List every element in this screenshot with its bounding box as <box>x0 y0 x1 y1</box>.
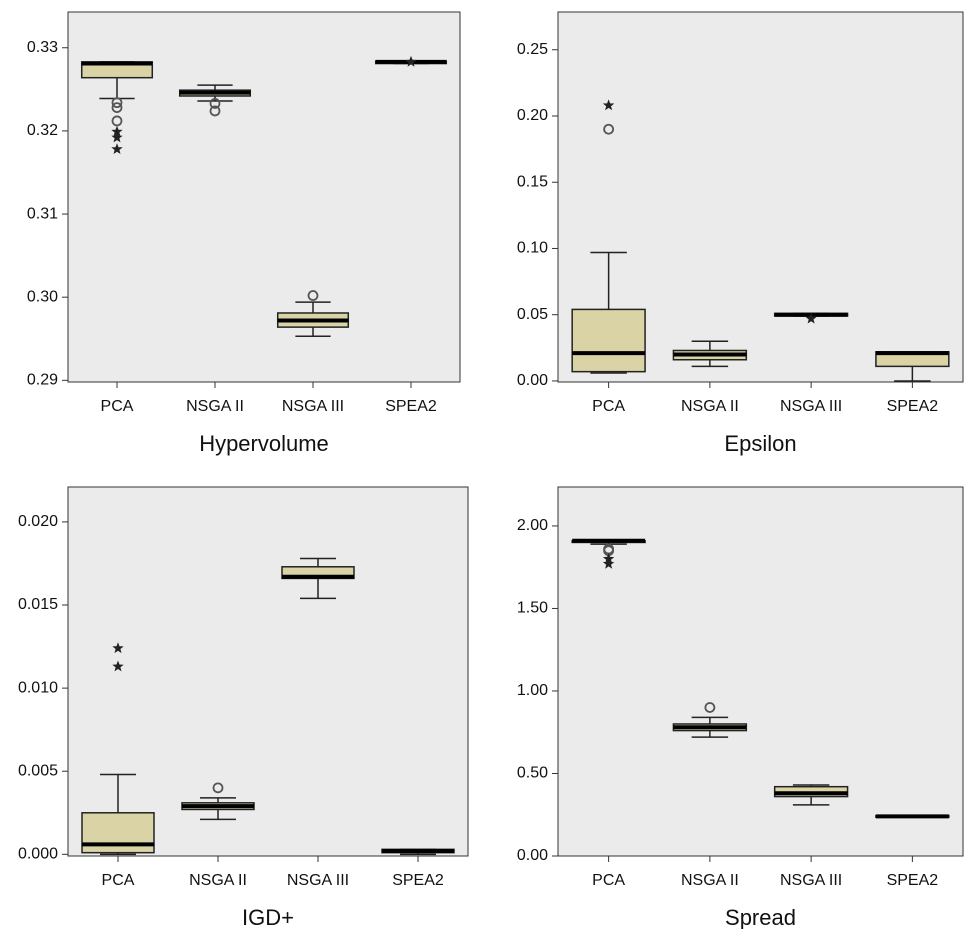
x-tick-label: NSGA II <box>189 872 247 889</box>
x-axis-title: Hypervolume <box>199 431 329 456</box>
x-tick-label: NSGA II <box>186 398 244 415</box>
extreme <box>805 312 817 324</box>
extreme <box>112 660 124 672</box>
extreme <box>111 143 123 154</box>
x-tick-label: PCA <box>592 872 625 889</box>
x-axis-title: Spread <box>725 905 796 929</box>
y-tick-label: 0.015 <box>18 596 58 613</box>
y-tick-label: 0.15 <box>517 173 548 190</box>
x-tick-label: SPEA2 <box>392 872 444 889</box>
x-axis-title: IGD+ <box>242 905 294 929</box>
extreme <box>602 557 615 569</box>
y-tick-label: 0.10 <box>517 240 548 257</box>
y-tick-label: 0.00 <box>517 372 548 389</box>
plot-area <box>67 486 469 857</box>
box <box>81 812 155 854</box>
x-tick-label: SPEA2 <box>887 398 939 415</box>
x-tick-label: NSGA III <box>282 398 344 415</box>
extreme <box>111 131 123 143</box>
y-tick-label: 0.32 <box>27 122 58 139</box>
outlier <box>704 702 716 713</box>
y-tick-label: 0.00 <box>517 847 548 864</box>
outlier <box>209 98 221 109</box>
x-tick-label: SPEA2 <box>385 398 437 415</box>
outlier <box>209 105 221 117</box>
y-tick-label: 0.33 <box>27 39 58 56</box>
y-tick-label: 1.00 <box>517 682 548 699</box>
y-tick-label: 1.50 <box>517 600 548 617</box>
x-tick-label: NSGA III <box>780 872 842 889</box>
y-tick-label: 0.31 <box>27 205 58 222</box>
x-tick-label: NSGA III <box>780 398 842 415</box>
x-tick-label: NSGA II <box>681 872 739 889</box>
x-tick-label: PCA <box>592 398 625 415</box>
y-tick-label: 0.29 <box>27 372 58 389</box>
y-tick-label: 0.020 <box>18 513 58 530</box>
box <box>571 308 646 373</box>
extreme <box>602 99 615 111</box>
outlier <box>307 290 319 301</box>
x-tick-label: PCA <box>102 872 135 889</box>
x-tick-label: NSGA II <box>681 398 739 415</box>
y-tick-label: 0.05 <box>517 306 548 323</box>
extreme <box>111 125 123 137</box>
extreme <box>112 642 124 654</box>
y-tick-label: 0.005 <box>18 762 58 779</box>
y-tick-label: 0.30 <box>27 288 58 305</box>
y-tick-label: 0.010 <box>18 679 58 696</box>
plot-area <box>557 486 964 857</box>
outlier <box>603 123 615 135</box>
extreme <box>405 55 417 67</box>
outlier <box>111 97 123 109</box>
outlier <box>111 115 123 127</box>
y-tick-label: 2.00 <box>517 517 548 534</box>
outlier <box>212 782 224 794</box>
x-tick-label: NSGA III <box>287 872 349 889</box>
y-tick-label: 0.25 <box>517 41 548 58</box>
y-tick-label: 0.000 <box>18 846 58 863</box>
y-tick-label: 0.50 <box>517 765 548 782</box>
x-axis-title: Epsilon <box>724 431 796 456</box>
x-tick-label: PCA <box>101 398 134 415</box>
outlier <box>111 102 123 114</box>
y-tick-label: 0.20 <box>517 107 548 124</box>
x-tick-label: SPEA2 <box>887 872 939 889</box>
